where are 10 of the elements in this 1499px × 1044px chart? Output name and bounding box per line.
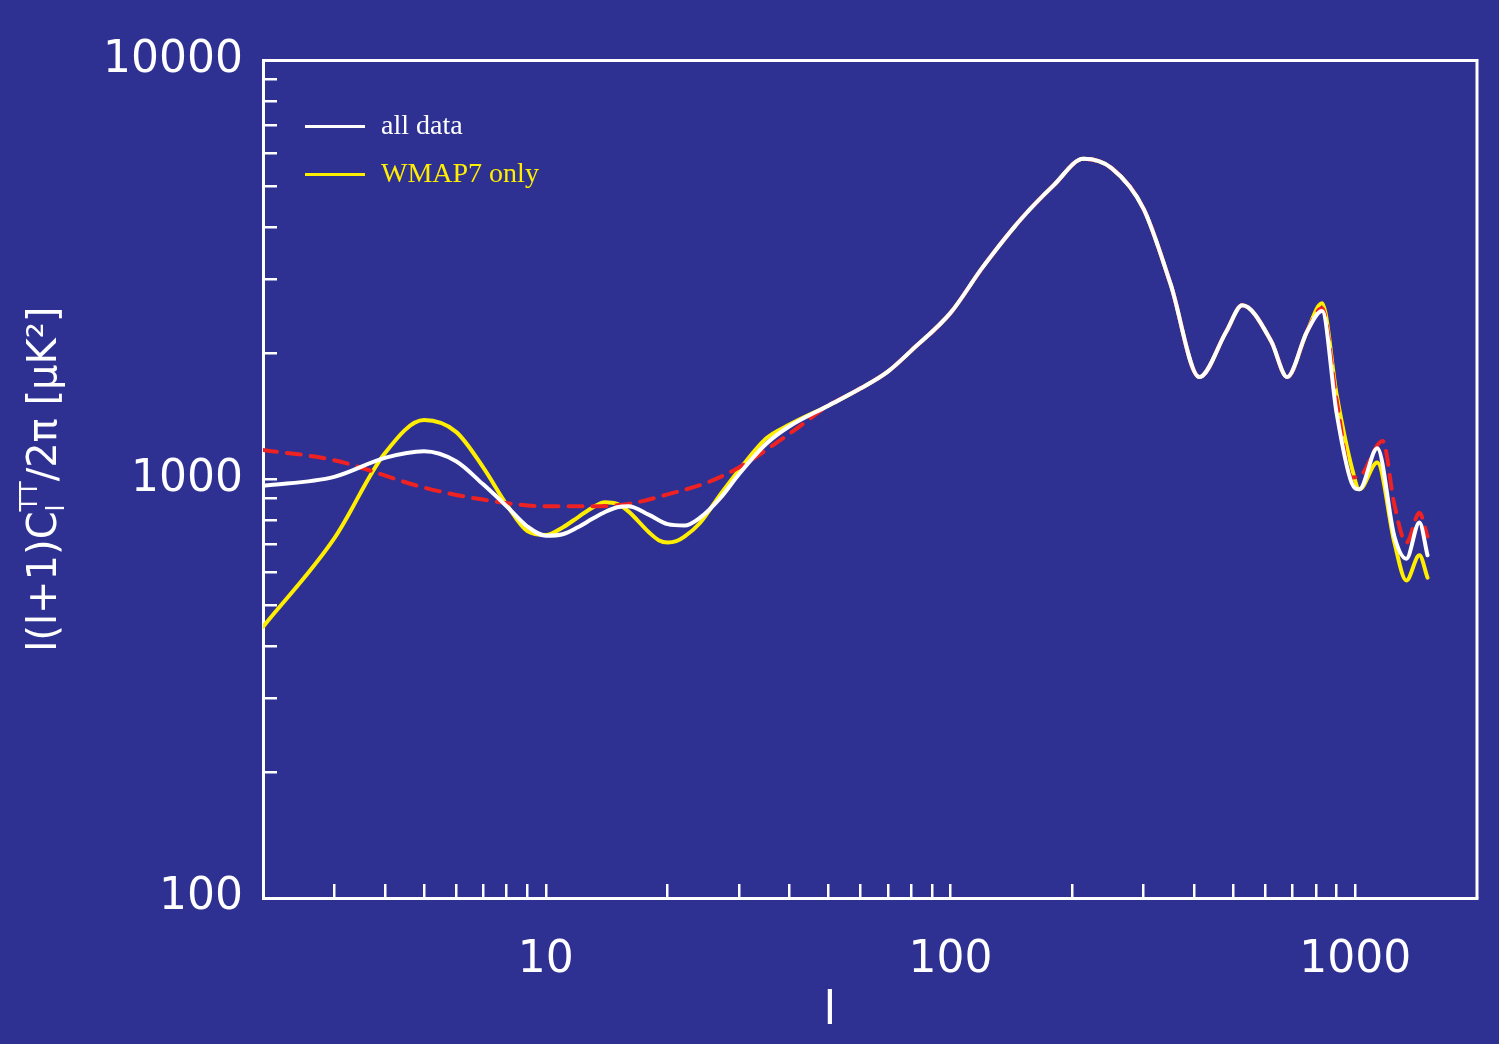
x-tick-label: 10 bbox=[517, 930, 574, 982]
legend-label: WMAP7 only bbox=[381, 156, 539, 188]
x-axis-title: l bbox=[823, 980, 837, 1035]
y-tick-label: 1000 bbox=[131, 449, 243, 501]
y-axis-title: l(l+1)ClTT/2π [μK²] bbox=[14, 306, 70, 652]
y-tick-label: 100 bbox=[159, 868, 243, 920]
x-tick-label: 1000 bbox=[1299, 930, 1412, 982]
x-tick-label: 100 bbox=[908, 930, 993, 982]
y-tick-label: 10000 bbox=[103, 30, 243, 82]
legend-label: all data bbox=[381, 108, 464, 140]
